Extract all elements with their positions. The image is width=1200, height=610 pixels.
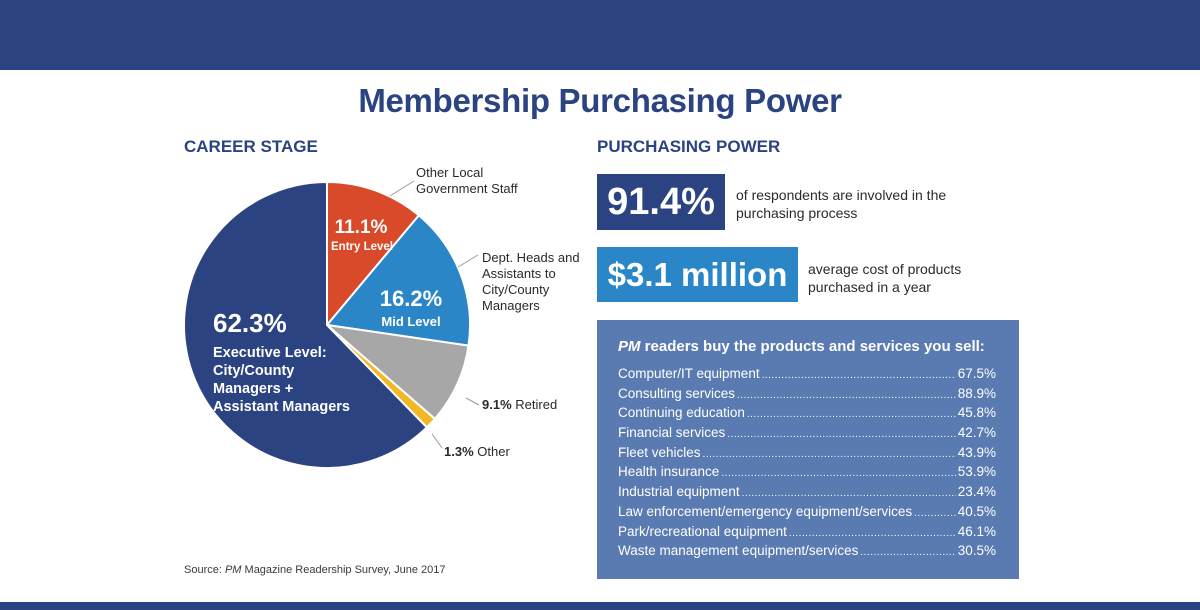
product-row: Waste management equipment/services 30.5% (618, 543, 996, 563)
entry-level-pct: 11.1% (335, 217, 388, 238)
product-percent: 45.8% (957, 405, 996, 421)
product-name: Fleet vehicles (618, 444, 701, 460)
pie-slice-retired (323, 323, 470, 421)
product-row: Continuing education 45.8% (618, 405, 996, 425)
executive-level-pct: 62.3% (213, 308, 287, 338)
product-percent: 46.1% (957, 523, 996, 539)
product-name: Continuing education (618, 405, 745, 421)
callout-dept-heads: Dept. Heads and Assistants to City/Count… (482, 250, 580, 313)
pie-slice-mid-level (325, 213, 471, 347)
pie-slice-entry-level (326, 180, 421, 328)
dot-leader (747, 409, 956, 420)
executive-level-label: Executive Level: City/County Managers + Ass… (213, 345, 350, 415)
respondents-stat-box: 91.4% (597, 174, 725, 230)
dot-leader (860, 547, 955, 558)
product-name: Consulting services (618, 385, 736, 401)
product-name: Park/recreational equipment (618, 523, 787, 539)
header-band (0, 0, 1200, 70)
callout-retired: 9.1% Retired (482, 397, 557, 413)
avg-cost-stat-text: average cost of products purchased in a … (808, 261, 962, 295)
respondents-stat-text: of respondents are involved in the purch… (736, 187, 947, 221)
dot-leader (727, 429, 955, 440)
product-percent: 23.4% (957, 484, 996, 500)
product-row: Health insurance 53.9% (618, 464, 996, 484)
dot-leader (762, 370, 956, 381)
retired-pct: 9.1% (482, 397, 512, 412)
product-name: Waste management equipment/services (618, 543, 859, 559)
page-title: Membership Purchasing Power (358, 82, 842, 119)
products-panel: PM readers buy the products and services… (597, 320, 1019, 579)
source-note: Source: PM Magazine Readership Survey, J… (184, 564, 446, 576)
entry-level-label: Entry Level (331, 241, 393, 253)
leader-line-mid (457, 254, 479, 268)
career-stage-heading: CAREER STAGE (184, 137, 318, 156)
dot-leader (914, 508, 956, 519)
product-percent: 43.9% (957, 444, 996, 460)
product-row: Law enforcement/emergency equipment/serv… (618, 504, 996, 524)
product-name: Health insurance (618, 464, 720, 480)
product-row: Industrial equipment 23.4% (618, 484, 996, 504)
avg-cost-stat-box: $3.1 million (597, 247, 798, 302)
dot-leader (742, 488, 956, 499)
products-list: Computer/IT equipment 67.5% Consulting ser… (618, 366, 996, 563)
dot-leader (789, 528, 956, 539)
product-percent: 42.7% (957, 425, 996, 441)
mid-level-pct: 16.2% (380, 286, 442, 311)
purchasing-power-heading: PURCHASING POWER (597, 137, 781, 156)
product-name: Computer/IT equipment (618, 366, 760, 381)
product-name: Industrial equipment (618, 484, 740, 500)
product-row: Financial services 42.7% (618, 425, 996, 445)
leader-line-other (431, 433, 443, 449)
other-label: Other (477, 444, 510, 459)
dot-leader (721, 468, 955, 479)
retired-label: Retired (515, 397, 558, 412)
product-name: Financial services (618, 425, 726, 441)
footer-band (0, 602, 1200, 610)
career-stage-pie-chart: 11.1% Entry Level 16.2% Mid Level 62.3% Execu… (183, 180, 480, 469)
callout-other-local-staff: Other Local Government Staff (416, 165, 518, 196)
product-percent: 88.9% (957, 385, 996, 401)
other-pct: 1.3% (444, 444, 474, 459)
product-percent: 40.5% (957, 503, 996, 519)
product-percent: 53.9% (957, 464, 996, 480)
product-row: Park/recreational equipment 46.1% (618, 524, 996, 544)
callout-other: 1.3% Other (444, 444, 510, 460)
product-row: Consulting services 88.9% (618, 386, 996, 406)
product-percent: 67.5% (957, 366, 996, 381)
mid-level-label: Mid Level (381, 314, 440, 329)
product-name: Law enforcement/emergency equipment/serv… (618, 503, 913, 519)
dot-leader (737, 390, 956, 401)
product-row: Fleet vehicles 43.9% (618, 445, 996, 465)
dot-leader (703, 449, 956, 460)
product-percent: 30.5% (957, 543, 996, 559)
product-row: Computer/IT equipment 67.5% (618, 366, 996, 386)
leader-line-entry (389, 180, 415, 197)
pie-slice-executive-level (183, 180, 429, 469)
products-panel-heading: PM readers buy the products and services… (618, 338, 985, 355)
leader-line-retired (465, 397, 480, 406)
